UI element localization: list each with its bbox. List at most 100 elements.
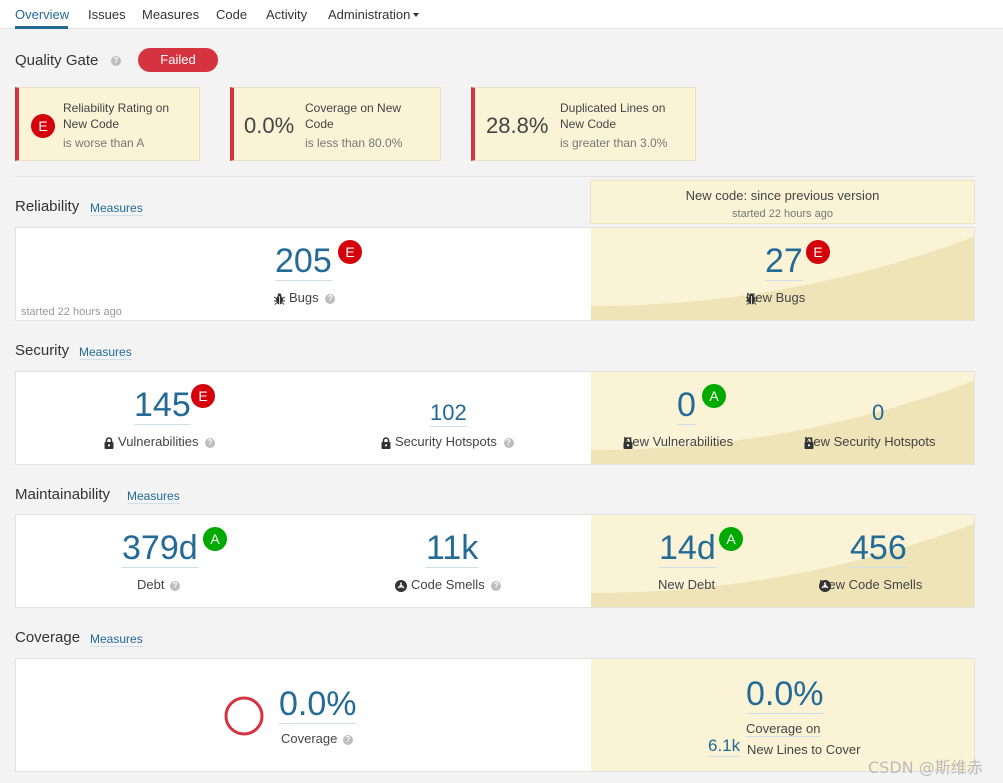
maintainability-measures-link[interactable]: Measures	[127, 489, 180, 504]
help-icon[interactable]: ?	[343, 734, 353, 745]
tab-issues[interactable]: Issues	[88, 7, 126, 22]
lock-icon	[104, 436, 114, 449]
new-security-hotspots-label: New Security Hotspots	[804, 434, 936, 449]
new-bugs-rating-badge[interactable]: E	[806, 240, 830, 264]
reliability-measures-link[interactable]: Measures	[90, 201, 143, 216]
new-vulnerabilities-value[interactable]: 0	[677, 386, 696, 425]
new-code-background-wave	[591, 380, 974, 464]
new-lines-to-cover-value[interactable]: 6.1k	[708, 736, 741, 757]
condition-detail: is greater than 3.0%	[560, 136, 668, 150]
new-debt-rating-badge[interactable]: A	[719, 527, 743, 551]
new-bugs-label: New Bugs	[746, 290, 805, 305]
coverage-title: Coverage	[15, 629, 81, 646]
coverage-donut-chart	[224, 696, 264, 736]
code-smells-label: Code Smells ?	[395, 577, 502, 592]
code-smells-label-text: Code Smells	[411, 577, 485, 592]
code-smell-icon	[819, 580, 831, 592]
new-code-period-title: New code: since previous version	[685, 188, 880, 203]
new-code-maintainability-area: 14d A New Debt 456 New Code Smells	[591, 515, 974, 607]
active-tab-indicator	[15, 26, 68, 29]
condition-reliability[interactable]: E Reliability Rating on New Code is wors…	[15, 87, 200, 161]
bugs-label-text: Bugs	[289, 290, 319, 305]
new-code-background-wave	[591, 523, 974, 607]
debt-label-text: Debt	[137, 577, 165, 592]
vulnerabilities-rating-badge[interactable]: E	[191, 384, 215, 408]
condition-label: Reliability Rating on New Code	[63, 101, 170, 131]
vulnerabilities-value[interactable]: 145	[134, 386, 191, 425]
new-code-bugs-area: 27 E New Bugs	[591, 228, 974, 320]
help-icon[interactable]: ?	[170, 580, 181, 591]
security-title: Security	[15, 342, 70, 359]
debt-value[interactable]: 379d	[122, 529, 198, 568]
new-bugs-value[interactable]: 27	[765, 242, 803, 281]
new-debt-value[interactable]: 14d	[659, 529, 716, 568]
security-hotspots-value[interactable]: 102	[430, 400, 467, 427]
new-security-hotspots-label-text: New Security Hotspots	[804, 434, 936, 449]
new-code-security-area: 0 A New Vulnerabilities 0 New Security H…	[591, 372, 974, 464]
new-security-hotspots-value[interactable]: 0	[872, 400, 885, 425]
security-measures-link[interactable]: Measures	[79, 345, 132, 360]
new-code-smells-value[interactable]: 456	[850, 529, 907, 568]
tab-code[interactable]: Code	[216, 7, 248, 22]
new-vulnerabilities-rating-badge[interactable]: A	[702, 384, 726, 408]
coverage-label: Coverage ?	[281, 731, 353, 746]
coverage-panel: 0.0% Coverage ? 0.0% Coverage on 6.1k Ne…	[15, 658, 975, 772]
coverage-value[interactable]: 0.0%	[279, 685, 357, 724]
new-code-period-subtitle: started 22 hours ago	[732, 208, 833, 220]
condition-detail: is less than 80.0%	[305, 136, 403, 150]
condition-detail: is worse than A	[63, 136, 145, 150]
tab-overview[interactable]: Overview	[15, 7, 70, 22]
condition-coverage[interactable]: 0.0% Coverage on New Code is less than 8…	[230, 87, 441, 161]
code-smell-icon	[395, 579, 407, 592]
help-icon[interactable]: ?	[205, 437, 216, 448]
condition-value: 0.0%	[244, 113, 295, 138]
reliability-title: Reliability	[15, 198, 80, 215]
lock-icon	[623, 437, 633, 449]
tab-administration[interactable]: Administration	[328, 7, 420, 22]
condition-duplications[interactable]: 28.8% Duplicated Lines on New Code is gr…	[471, 87, 696, 161]
debt-rating-badge[interactable]: A	[203, 527, 227, 551]
new-code-smells-label: New Code Smells	[819, 577, 922, 592]
tab-administration-label: Administration	[328, 7, 411, 22]
help-icon[interactable]: ?	[491, 580, 502, 591]
top-nav: Overview Issues Measures Code Activity A…	[0, 0, 1003, 29]
vulnerabilities-label-text: Vulnerabilities	[118, 434, 199, 449]
condition-label: Duplicated Lines on New Code	[560, 101, 666, 131]
condition-label: Coverage on New Code	[305, 101, 402, 131]
tab-measures[interactable]: Measures	[142, 7, 200, 22]
debt-label: Debt ?	[137, 577, 181, 592]
vulnerabilities-label: Vulnerabilities ?	[104, 434, 216, 449]
security-hotspots-label-text: Security Hotspots	[395, 434, 497, 449]
coverage-measures-link[interactable]: Measures	[90, 632, 143, 647]
bug-icon	[274, 292, 285, 305]
help-icon[interactable]: ?	[325, 293, 336, 304]
help-icon[interactable]: ?	[111, 56, 121, 66]
new-vulnerabilities-label: New Vulnerabilities	[623, 434, 733, 449]
new-coverage-value[interactable]: 0.0%	[746, 675, 824, 714]
maintainability-panel: 379d A Debt ? 11k Code Smells ? 14d A Ne…	[15, 514, 975, 608]
quality-gate-status-badge: Failed	[138, 48, 218, 72]
analysis-date-note: started 22 hours ago	[21, 306, 122, 318]
new-bugs-label-text: New Bugs	[746, 290, 806, 305]
bug-icon	[746, 293, 757, 305]
bugs-rating-badge[interactable]: E	[338, 240, 362, 264]
new-code-smells-label-text: New Code Smells	[819, 577, 923, 592]
new-lines-to-cover-label: New Lines to Cover	[747, 742, 861, 757]
new-debt-label: New Debt	[658, 577, 716, 592]
help-icon[interactable]: ?	[503, 437, 514, 448]
tab-activity[interactable]: Activity	[266, 7, 308, 22]
watermark: CSDN @斯维赤	[868, 758, 983, 777]
lock-icon	[804, 437, 814, 449]
bugs-label: Bugs ?	[274, 290, 336, 305]
chevron-down-icon	[413, 12, 420, 17]
security-hotspots-label: Security Hotspots ?	[381, 434, 514, 449]
divider	[15, 176, 975, 177]
coverage-label-text: Coverage	[281, 731, 338, 746]
reliability-panel: 205 E Bugs ? started 22 hours ago 27 E N…	[15, 227, 975, 321]
new-code-coverage-area: 0.0% Coverage on 6.1k New Lines to Cover	[591, 659, 974, 771]
new-vulnerabilities-label-text: New Vulnerabilities	[623, 434, 734, 449]
bugs-value[interactable]: 205	[275, 242, 332, 281]
new-coverage-label: Coverage on	[746, 721, 821, 737]
new-code-background-wave	[591, 236, 974, 320]
code-smells-value[interactable]: 11k	[426, 529, 479, 568]
